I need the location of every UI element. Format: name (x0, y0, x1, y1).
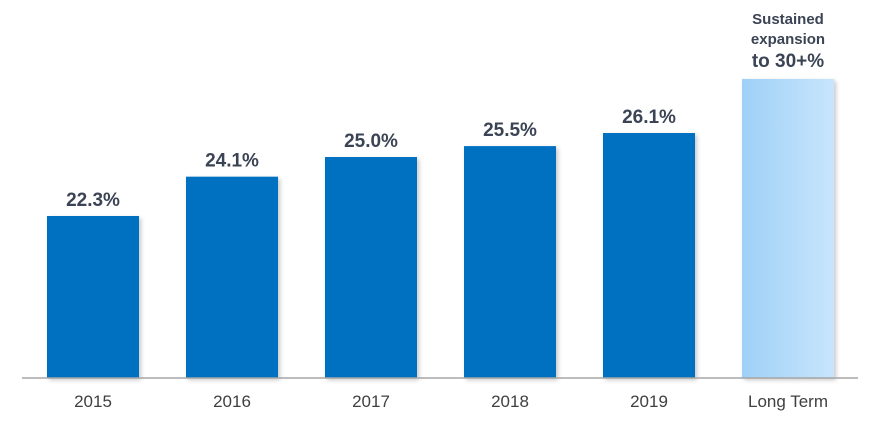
x-tick-2018: 2018 (491, 392, 529, 411)
bars-group (47, 79, 834, 378)
bar-2017 (325, 157, 417, 378)
annotation-line-3: to 30+% (752, 51, 824, 72)
bar-2019 (603, 133, 695, 378)
bar-long-term (742, 79, 834, 378)
x-tick-2016: 2016 (213, 392, 251, 411)
data-label-2018: 25.5% (483, 120, 537, 141)
bar-2018 (464, 146, 556, 378)
x-tick-2019: 2019 (630, 392, 668, 411)
data-labels-group: 22.3% 24.1% 25.0% 25.5% 26.1% (66, 107, 676, 211)
data-label-2016: 24.1% (205, 151, 259, 172)
x-tick-labels-group: 2015 2016 2017 2018 2019 Long Term (74, 392, 828, 411)
data-label-2019: 26.1% (622, 107, 676, 128)
data-label-2015: 22.3% (66, 190, 120, 211)
annotation-line-1: Sustained (752, 11, 824, 28)
bar-2016 (186, 176, 278, 378)
data-label-2017: 25.0% (344, 131, 398, 152)
x-tick-2015: 2015 (74, 392, 112, 411)
x-tick-2017: 2017 (352, 392, 390, 411)
x-tick-long-term: Long Term (748, 392, 828, 411)
long-term-annotation: Sustained expansion to 30+% (751, 11, 825, 72)
annotation-line-2: expansion (751, 31, 825, 48)
bar-2015 (47, 216, 139, 378)
